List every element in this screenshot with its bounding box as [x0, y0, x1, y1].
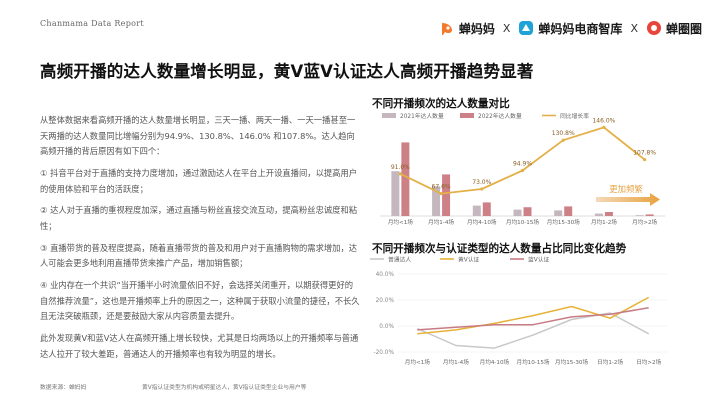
page-title: 高频开播的达人数量增长明显，黄V蓝V认证达人高频开播趋势显著: [40, 62, 534, 81]
legend-label-2: 同比增长率: [560, 112, 589, 120]
growth-point-6: [643, 158, 647, 162]
growth-label-4: 130.8%: [552, 130, 575, 137]
logo-chanquanquan: 蝉圈圈: [646, 20, 702, 37]
x-tick-label-2: 月均4-10场: [467, 218, 497, 226]
growth-point-5: [602, 125, 606, 129]
x2-tick-label-1: 月均1-4场: [443, 358, 469, 366]
chart2-title: 不同开播频次与认证类型的达人数量占比同比变化趋势: [372, 243, 627, 255]
growth-label-5: 146.0%: [592, 117, 615, 124]
bar-2021-2: [472, 205, 481, 216]
x2-tick-label-6: 日均>2场: [636, 358, 661, 366]
series-line-2: [417, 307, 649, 331]
legend-label-1: 2022年达人数量: [478, 112, 522, 120]
bar-2021-0: [391, 171, 400, 216]
brand-2-name: 蝉妈妈电商智库: [538, 21, 623, 36]
growth-point-3: [520, 168, 525, 173]
y-tick-label-2: 0.0%: [379, 324, 394, 330]
paragraph-conclusion: 此外发现黄V和蓝V达人在高频开播上增长较快，尤其是日均两场以上的开播频率与普通达…: [40, 333, 359, 359]
bar-2022-3: [523, 207, 532, 216]
chanmama-logo-icon: [441, 23, 452, 35]
paragraph-reason-1: ① 抖音平台对于直播的支持力度增加，通过激励达人在平台上开设直播间，以提高用户的…: [40, 167, 358, 194]
bar-2022-5: [604, 212, 613, 216]
chanquanquan-logo-icon: [646, 21, 661, 35]
x2-tick-label-2: 月均4-10场: [480, 358, 510, 366]
trend-arrow-icon: [596, 193, 660, 206]
y-tick-label-1: 20.0%: [376, 298, 395, 304]
legend2-label-0: 普通达人: [388, 256, 411, 264]
bar-2021-6: [635, 215, 644, 216]
trend-annotation: 更加频繁: [609, 184, 643, 194]
x2-tick-label-0: 月均<1场: [405, 358, 430, 366]
bar-2022-2: [482, 202, 491, 216]
legend2-label-2: 蓝V认证: [528, 256, 550, 264]
x2-tick-label-4: 月均15-30场: [555, 358, 588, 366]
growth-point-4: [561, 138, 565, 142]
x-tick-label-6: 月均>2场: [632, 218, 657, 226]
bar-2022-1: [442, 174, 451, 216]
bar-2021-1: [432, 186, 441, 216]
x-tick-label-3: 月均10-15场: [506, 218, 539, 226]
bar-2022-0: [401, 142, 410, 216]
growth-point-1: [439, 191, 443, 196]
logo-chanmama-think-tank: 蝉妈妈电商智库: [518, 20, 622, 37]
growth-label-3: 94.9%: [513, 161, 532, 168]
series-line-1: [417, 296, 650, 335]
bar-2021-5: [594, 213, 603, 216]
x-tick-label-1: 月均1-4场: [428, 218, 454, 226]
y-tick-label-0: 40.0%: [376, 272, 395, 278]
paragraph-reason-2: ② 达人对于直播的重视程度加深，通过直播与粉丝直接交流互动，提高粉丝忠诚度和粘性…: [40, 205, 358, 231]
footer-note: 黄V指认证类型为机构或明星达人，黄V指认证类型企业与用户等: [142, 385, 307, 391]
growth-label-1: 67.6%: [432, 184, 451, 191]
x-tick-label-0: 月均<1场: [388, 218, 413, 226]
growth-label-6: 107.8%: [633, 150, 656, 157]
bar-2022-6: [645, 214, 654, 216]
growth-label-2: 73.0%: [472, 179, 491, 186]
paragraph-reason-3: ③ 直播带货的普及程度提高，随着直播带货的普及和用户对于直播购物的需求增加，达人…: [40, 242, 358, 269]
chart1-title: 不同开播频次的达人数量对比: [372, 98, 510, 110]
report-tag: Chanmama Data Report: [40, 19, 144, 28]
brand-logos: 蝉妈妈 X 蝉妈妈电商智库 X 蝉圈圈: [439, 14, 702, 42]
footer: 数据来源：蝉妈妈 黄V指认证类型为机构或明星达人，黄V指认证类型企业与用户等: [40, 382, 680, 391]
growth-label-0: 91.0%: [391, 164, 410, 171]
think-tank-logo-icon: [519, 21, 534, 35]
paragraph-intro: 从整体数据来看高频开播的达人数量增长明显，三天一播、两天一播、一天一播甚至一天两…: [40, 115, 356, 157]
brand-1-name: 蝉妈妈: [458, 21, 495, 36]
x-tick-label-4: 月均15-30场: [547, 218, 580, 226]
logo-separator-2: X: [630, 21, 638, 35]
growth-point-0: [398, 172, 402, 176]
legend-label-0: 2021年达人数量: [400, 112, 444, 120]
series-line-0: [416, 312, 650, 349]
body-text: 从整体数据来看高频开播的达人数量增长明显，三天一播、两天一播、一天一播甚至一天两…: [40, 113, 360, 368]
logo-chanmama: 蝉妈妈: [439, 20, 495, 37]
x2-tick-label-5: 日均1-2场: [597, 358, 623, 366]
brand-3-name: 蝉圈圈: [665, 21, 702, 36]
paragraph-reason-4: ④ 业内存在一个共识“当开播半小时流量依旧不好，会选择关闭重开，以期获得更好的自…: [40, 280, 360, 322]
bar-2022-4: [564, 206, 573, 216]
logo-separator-1: X: [502, 21, 511, 35]
chart2-line: 普通达人 黄V认证 蓝V认证 40.0% 20.0% 0.0% -20.0% 月均<1场 月均1…: [370, 256, 668, 366]
legend-swatch-0: [382, 113, 396, 118]
bar-2021-3: [513, 209, 522, 216]
x2-tick-label-3: 月均10-15场: [516, 358, 549, 366]
footer-source: 数据来源：蝉妈妈: [40, 385, 87, 391]
growth-point-2: [480, 187, 484, 191]
bar-2021-4: [554, 210, 563, 216]
x-tick-label-5: 月均1-2场: [591, 218, 617, 226]
legend2-label-1: 黄V认证: [458, 256, 480, 264]
y-tick-label-3: -20.0%: [373, 350, 394, 356]
legend-swatch-1: [460, 113, 474, 118]
